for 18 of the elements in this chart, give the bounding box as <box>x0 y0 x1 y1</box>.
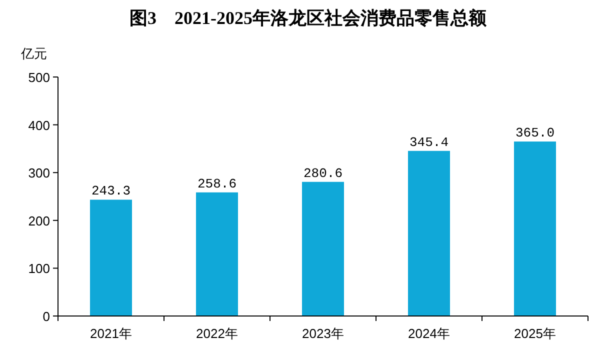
data-label: 243.3 <box>91 184 131 199</box>
data-label: 258.6 <box>197 176 237 192</box>
y-tick-label: 100 <box>28 261 50 276</box>
data-label: 365.0 <box>515 126 555 141</box>
y-tick-label: 0 <box>42 309 50 324</box>
x-tick-label: 2021年 <box>90 326 132 341</box>
y-tick-label: 400 <box>28 118 50 133</box>
data-label: 280.6 <box>303 166 343 181</box>
x-tick-label: 2022年 <box>196 326 238 341</box>
y-tick-label: 300 <box>28 166 50 181</box>
x-tick-label: 2023年 <box>302 326 344 341</box>
x-tick-label: 2025年 <box>514 326 556 341</box>
x-tick-label: 2024年 <box>408 326 450 341</box>
y-tick-label: 200 <box>28 213 50 228</box>
chart-title: 图3 2021-2025年洛龙区社会消费品零售总额 <box>130 8 488 28</box>
y-tick-label: 500 <box>28 70 50 85</box>
y-axis-title: 亿元 <box>20 46 47 61</box>
data-label: 345.4 <box>409 134 449 150</box>
